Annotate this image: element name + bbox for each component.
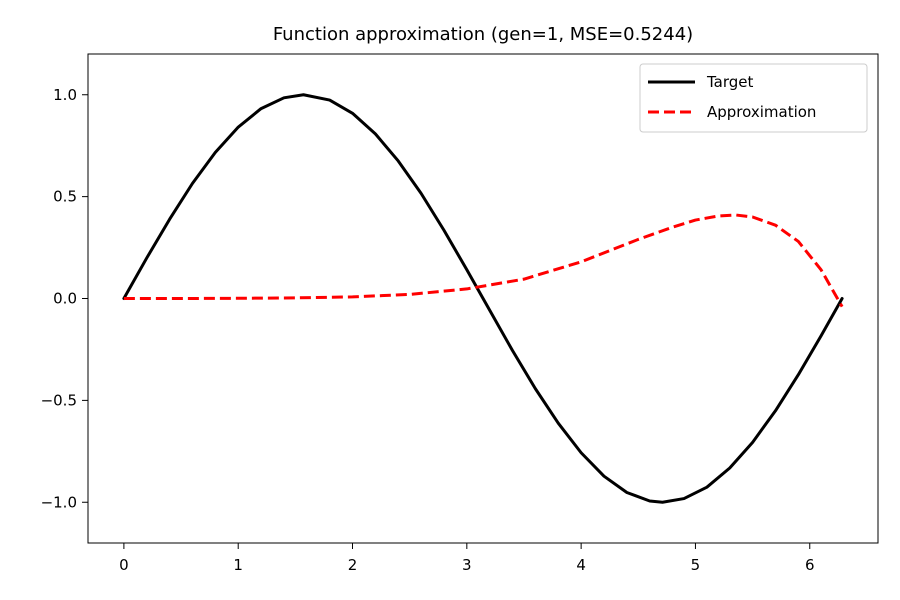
- chart-title: Function approximation (gen=1, MSE=0.524…: [273, 24, 693, 45]
- y-tick-label: −0.5: [41, 391, 77, 409]
- x-tick-label: 0: [119, 556, 129, 574]
- legend-box: [639, 63, 868, 133]
- x-tick-label: 3: [462, 556, 472, 574]
- series-line-target: [122, 93, 844, 504]
- x-tick-label: 4: [576, 556, 586, 574]
- legend-label-approximation: Approximation: [707, 103, 816, 121]
- x-tick-label: 2: [348, 556, 358, 574]
- x-tick-label: 5: [691, 556, 701, 574]
- axes: 0 1 2 3 4 5 6 −1.0 −0.5 0.0 0.5 1.0: [41, 53, 879, 574]
- plot-area: [122, 93, 844, 504]
- y-tick-label: 1.0: [53, 86, 77, 104]
- legend: Target Approximation: [639, 63, 868, 133]
- y-tick-label: 0.5: [53, 188, 77, 206]
- y-tick-label: −1.0: [41, 493, 77, 511]
- y-tick-label: 0.0: [53, 290, 77, 308]
- x-tick-label: 1: [233, 556, 243, 574]
- legend-label-target: Target: [706, 73, 754, 91]
- x-tick-label: 6: [805, 556, 815, 574]
- series-line-approximation: [123, 213, 844, 308]
